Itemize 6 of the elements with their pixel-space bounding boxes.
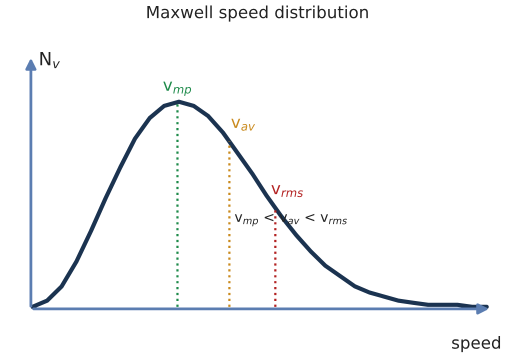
- text: v$_{mp}$: [163, 82, 192, 96]
- annotation: v$_{av}$: [231, 118, 256, 131]
- y-axis-title: N$_{v}$: [40, 52, 60, 68]
- x-axis-title: speed: [452, 336, 500, 352]
- chart-title: Maxwell speed distribution: [147, 5, 368, 22]
- annotation: v$_{rms}$: [271, 185, 303, 198]
